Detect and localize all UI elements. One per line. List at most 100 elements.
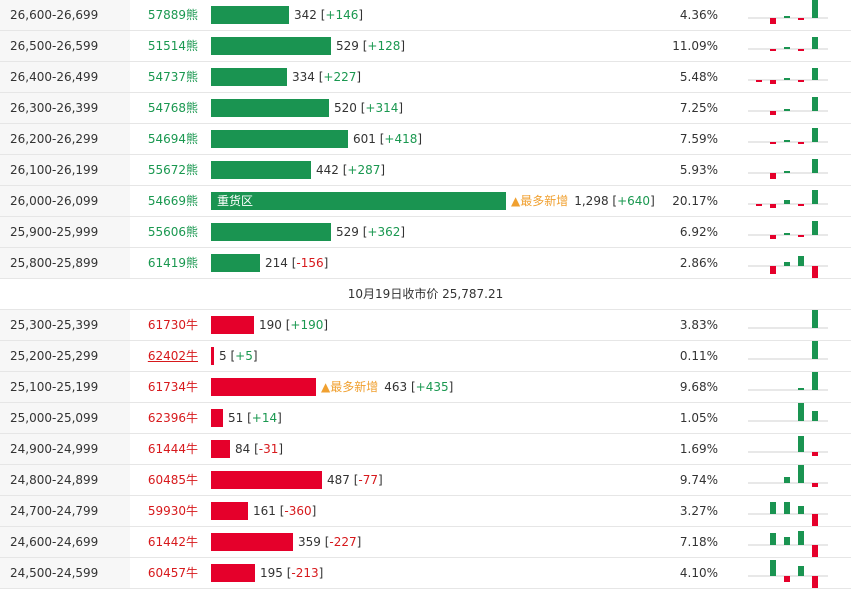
table-row: 24,500-24,599 60457牛 195 [-213] 4.10%	[0, 558, 851, 589]
volume-value: 359	[298, 535, 325, 549]
volume-bar	[211, 409, 223, 427]
bar-value-label: 161 [-360]	[253, 504, 317, 518]
warrant-code-link[interactable]: 51514熊	[147, 39, 198, 53]
sparkline-bar	[770, 18, 776, 24]
sparkline-bar	[756, 80, 762, 82]
strike-range: 25,800-25,899	[0, 248, 130, 278]
sparkline-bar	[812, 411, 818, 421]
strike-range: 24,900-24,999	[0, 434, 130, 464]
share-percent: 1.69%	[679, 442, 718, 456]
warrant-code-link[interactable]: 54737熊	[147, 70, 198, 84]
sparkline-bar	[770, 266, 776, 274]
trend-sparkline	[748, 403, 828, 422]
warrant-code-link[interactable]: 61734牛	[147, 380, 198, 394]
table-row: 24,700-24,799 59930牛 161 [-360] 3.27%	[0, 496, 851, 527]
volume-change: +146	[325, 8, 359, 22]
sparkline-bar	[784, 576, 790, 582]
sparkline-bar	[812, 310, 818, 328]
volume-value: 601	[353, 132, 380, 146]
sparkline-bar	[770, 502, 776, 514]
volume-change: -213	[291, 566, 319, 580]
sparkline-bar	[812, 545, 818, 557]
warrant-code-link[interactable]: 61730牛	[147, 318, 198, 332]
share-percent: 6.92%	[679, 225, 718, 239]
warrant-code-link[interactable]: 54694熊	[147, 132, 198, 146]
sparkline-bar	[812, 341, 818, 359]
trend-sparkline	[748, 341, 828, 360]
trend-sparkline	[748, 0, 828, 24]
warrant-code-link[interactable]: 55606熊	[147, 225, 198, 239]
share-percent: 4.10%	[679, 566, 718, 580]
bar-value-label: 601 [+418]	[353, 132, 423, 146]
bar-area: 214 [-156]	[211, 248, 671, 278]
volume-value: 214	[265, 256, 292, 270]
warrant-code-link[interactable]: 55672熊	[147, 163, 198, 177]
volume-change: -31	[258, 442, 279, 456]
sparkline-bar	[812, 128, 818, 142]
sparkline-bar	[784, 171, 790, 173]
volume-change: +287	[347, 163, 381, 177]
warrant-code-link[interactable]: 62402牛	[147, 349, 198, 363]
volume-value: 51	[228, 411, 248, 425]
warrant-code-link[interactable]: 59930牛	[147, 504, 198, 518]
closing-price-divider: 10月19日收市价 25,787.21	[0, 279, 851, 310]
trend-sparkline	[748, 465, 828, 487]
volume-change: +227	[323, 70, 357, 84]
sparkline-bar	[770, 111, 776, 115]
table-row: 25,900-25,999 55606熊 529 [+362] 6.92%	[0, 217, 851, 248]
sparkline-bar	[798, 465, 804, 483]
trend-sparkline	[748, 68, 828, 84]
warrant-code-link[interactable]: 60485牛	[147, 473, 198, 487]
bar-value-label: 487 [-77]	[327, 473, 383, 487]
table-row: 26,400-26,499 54737熊 334 [+227] 5.48%	[0, 62, 851, 93]
sparkline-bar	[798, 80, 804, 82]
volume-change: -360	[284, 504, 312, 518]
bar-value-label: ▲最多新增 1,298 [+640]	[511, 194, 655, 208]
warrant-code-link[interactable]: 54669熊	[147, 194, 198, 208]
bar-area: 84 [-31]	[211, 434, 671, 464]
bar-area: 359 [-227]	[211, 527, 671, 557]
strike-range: 24,600-24,699	[0, 527, 130, 557]
bar-area: 334 [+227]	[211, 62, 671, 92]
sparkline-bar	[784, 502, 790, 514]
warrant-code-link[interactable]: 60457牛	[147, 566, 198, 580]
warrant-code-link[interactable]: 57889熊	[147, 8, 198, 22]
strike-range: 25,900-25,999	[0, 217, 130, 247]
volume-change: -156	[296, 256, 324, 270]
volume-bar	[211, 161, 311, 179]
warrant-code-link[interactable]: 61419熊	[147, 256, 198, 270]
share-percent: 3.27%	[679, 504, 718, 518]
warrant-code-link[interactable]: 61444牛	[147, 442, 198, 456]
bear-section: 26,600-26,699 57889熊 342 [+146] 4.36% 26,500…	[0, 0, 851, 279]
warrant-code-link[interactable]: 61442牛	[147, 535, 198, 549]
volume-change: -227	[329, 535, 357, 549]
bar-area: 529 [+128]	[211, 31, 671, 61]
strike-range: 26,100-26,199	[0, 155, 130, 185]
table-row: 26,100-26,199 55672熊 442 [+287] 5.93%	[0, 155, 851, 186]
strike-range: 25,100-25,199	[0, 372, 130, 402]
bar-value-label: 195 [-213]	[260, 566, 324, 580]
volume-change: +128	[367, 39, 401, 53]
bar-value-label: ▲最多新增 463 [+435]	[321, 380, 454, 394]
volume-value: 342	[294, 8, 321, 22]
share-percent: 0.11%	[679, 349, 718, 363]
bar-value-label: 442 [+287]	[316, 163, 386, 177]
bar-area: 442 [+287]	[211, 155, 671, 185]
bar-value-label: 51 [+14]	[228, 411, 282, 425]
share-percent: 1.05%	[679, 411, 718, 425]
trend-sparkline	[748, 37, 828, 51]
trend-sparkline	[748, 159, 828, 179]
warrant-code-link[interactable]: 62396牛	[147, 411, 198, 425]
warrant-code-link[interactable]: 54768熊	[147, 101, 198, 115]
bar-area: 161 [-360]	[211, 496, 671, 526]
trend-sparkline	[748, 310, 828, 329]
share-percent: 2.86%	[679, 256, 718, 270]
sparkline-bar	[798, 235, 804, 237]
sparkline-bar	[798, 566, 804, 576]
volume-bar	[211, 564, 255, 582]
most-increase-badge: ▲最多新增	[321, 380, 379, 394]
volume-value: 334	[292, 70, 319, 84]
sparkline-bar	[784, 47, 790, 49]
sparkline-bar	[756, 204, 762, 206]
table-row: 24,800-24,899 60485牛 487 [-77] 9.74%	[0, 465, 851, 496]
